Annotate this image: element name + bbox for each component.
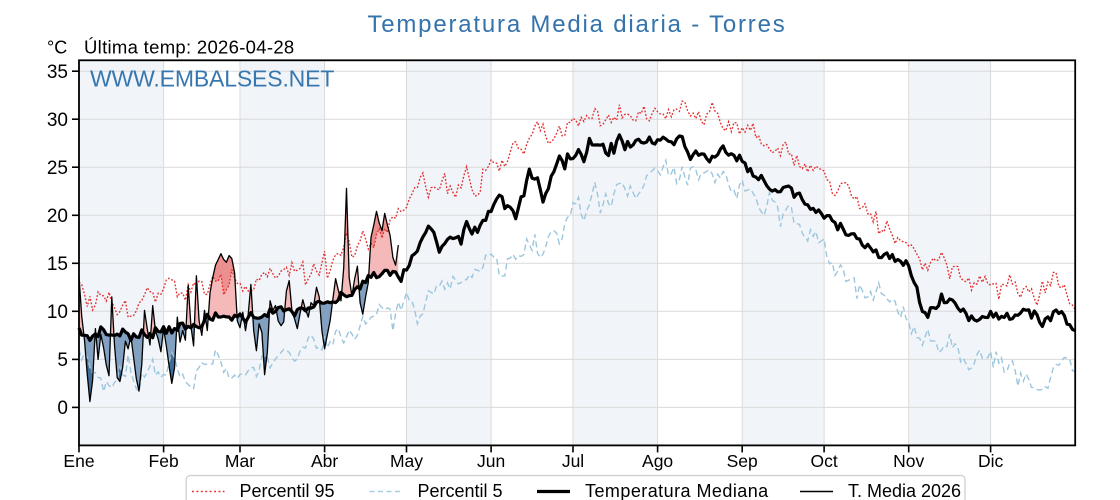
svg-text:Feb: Feb xyxy=(149,451,179,471)
svg-text:WWW.EMBALSES.NET: WWW.EMBALSES.NET xyxy=(90,66,334,92)
svg-text:Oct: Oct xyxy=(810,451,837,471)
svg-text:Jul: Jul xyxy=(562,451,584,471)
svg-text:30: 30 xyxy=(47,110,68,131)
svg-text:Sep: Sep xyxy=(727,451,758,471)
svg-text:20: 20 xyxy=(47,206,68,227)
svg-text:0: 0 xyxy=(57,398,68,419)
svg-text:Ago: Ago xyxy=(642,451,673,471)
svg-text:Abr: Abr xyxy=(311,451,338,471)
svg-text:15: 15 xyxy=(47,254,68,275)
svg-text:10: 10 xyxy=(47,302,68,323)
svg-text:35: 35 xyxy=(47,62,68,83)
svg-text:Percentil 95: Percentil 95 xyxy=(240,481,335,500)
svg-text:Mar: Mar xyxy=(225,451,255,471)
svg-text:Ene: Ene xyxy=(63,451,94,471)
svg-text:Nov: Nov xyxy=(893,451,924,471)
svg-text:Percentil 5: Percentil 5 xyxy=(418,481,503,500)
svg-text:25: 25 xyxy=(47,158,68,179)
svg-text:Dic: Dic xyxy=(978,451,1004,471)
svg-text:Temperatura Mediana: Temperatura Mediana xyxy=(585,481,769,500)
svg-text:5: 5 xyxy=(57,350,68,371)
svg-text:May: May xyxy=(390,451,423,471)
svg-text:T. Media 2026: T. Media 2026 xyxy=(848,481,961,500)
svg-text:Última temp: 2026-04-28: Última temp: 2026-04-28 xyxy=(84,37,295,58)
svg-text:Jun: Jun xyxy=(477,451,505,471)
svg-text:°C: °C xyxy=(47,38,67,58)
svg-text:Temperatura Media diaria - Tor: Temperatura Media diaria - Torres xyxy=(367,11,786,38)
